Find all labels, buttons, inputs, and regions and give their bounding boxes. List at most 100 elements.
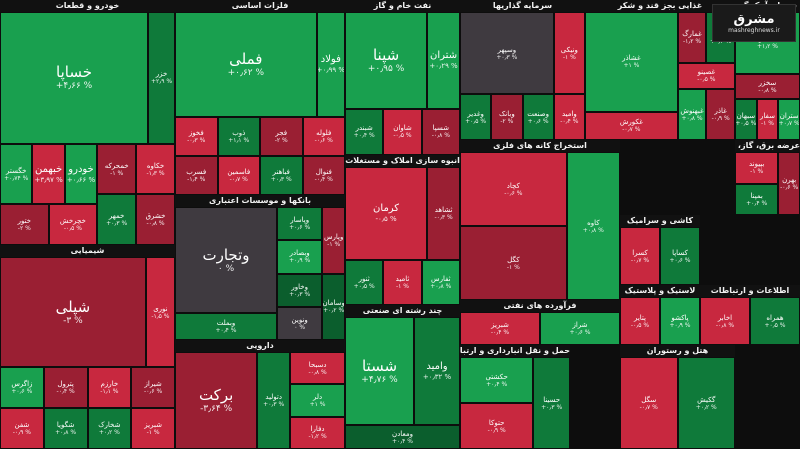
stock-tile[interactable]: نوری -۱٫۵ % bbox=[145, 257, 175, 368]
stock-tile[interactable]: وبانک -۲ % bbox=[491, 94, 523, 140]
stock-tile[interactable]: وپارس -۱ % bbox=[322, 207, 345, 274]
stock-tile[interactable]: دفارا -۱٫۲ % bbox=[290, 416, 345, 449]
stock-tile[interactable]: اخابر -۰٫۸ % bbox=[700, 297, 750, 345]
sector-block[interactable]: بانکها و موسسات اعتباری وتجارت ۰ % وبملت +۰٫… bbox=[175, 195, 345, 340]
stock-tile[interactable]: خمحرکه -۱ % bbox=[97, 143, 137, 195]
stock-tile[interactable]: پتایر -۰٫۵ % bbox=[620, 297, 660, 345]
stock-tile[interactable]: شبندر +۰٫۴ % bbox=[345, 108, 384, 155]
stock-tile[interactable]: فلوله -۰٫۶ % bbox=[302, 117, 345, 157]
stock-tile[interactable]: کاوه +۰٫۸ % bbox=[566, 152, 620, 300]
stock-tile[interactable]: حتوکا -۰٫۹ % bbox=[460, 403, 534, 449]
stock-tile[interactable]: زاگرس +۰٫۶ % bbox=[0, 367, 44, 409]
stock-tile[interactable]: خارزم -۱٫۱ % bbox=[87, 367, 132, 409]
stock-tile[interactable]: دسبحا -۰٫۸ % bbox=[290, 352, 345, 385]
stock-tile[interactable]: وسامان +۰٫۲ % bbox=[322, 273, 345, 340]
stock-tile[interactable]: وامید +۰٫۳۲ % bbox=[414, 317, 460, 425]
stock-tile[interactable]: شاوان -۰٫۵ % bbox=[383, 108, 422, 155]
stock-tile[interactable]: بمپنا +۰٫۴ % bbox=[735, 183, 779, 215]
sector-block[interactable]: نفت خام و گاز شپنا +۰٫۹۵ % شتران +۰٫۲۹ % شبند… bbox=[345, 0, 460, 155]
stock-tile[interactable]: شبریز -۰٫۴ % bbox=[460, 312, 540, 345]
stock-tile[interactable]: خکاوه -۱٫۳ % bbox=[136, 143, 175, 195]
sector-block[interactable]: چند رشته ای صنعتی شستا +۴٫۷۶ % وامید +۰٫۳۲ %… bbox=[345, 305, 460, 449]
stock-tile[interactable]: سبهان +۰٫۵ % bbox=[735, 98, 757, 140]
stock-tile[interactable]: خساپا +۴٫۶۶ % bbox=[0, 12, 149, 144]
stock-tile[interactable]: شبریز -۱ % bbox=[131, 408, 175, 449]
stock-tile[interactable]: سخزر -۰٫۸ % bbox=[735, 73, 800, 99]
stock-tile[interactable]: غاذر -۰٫۹ % bbox=[706, 88, 735, 140]
stock-tile[interactable]: خمهر +۰٫۳ % bbox=[97, 194, 137, 245]
stock-tile[interactable]: غبهنوش +۰٫۸ % bbox=[677, 88, 707, 140]
stock-tile[interactable]: همراه +۰٫۵ % bbox=[750, 297, 800, 345]
stock-tile[interactable]: شپنا +۰٫۹۵ % bbox=[345, 12, 428, 109]
stock-tile[interactable]: برکت -۳٫۶۴ % bbox=[175, 352, 258, 449]
stock-tile[interactable]: ذوب +۱٫۱ % bbox=[217, 117, 260, 157]
stock-tile[interactable]: سفار -۱ % bbox=[756, 98, 779, 140]
stock-tile[interactable]: شسپا -۰٫۸ % bbox=[421, 108, 460, 155]
sector-block[interactable]: شیمیایی شپلی -۳ % نوری -۱٫۵ % زاگرس +۰٫۶ % شفن -… bbox=[0, 245, 175, 449]
sector-block[interactable]: فلزات اساسی فملی +۰٫۶۲ % فولاد +۰٫۹۹ % فخوز -۰… bbox=[175, 0, 345, 195]
stock-tile[interactable]: گکیش +۰٫۲ % bbox=[677, 357, 735, 449]
stock-tile[interactable]: وبملت +۰٫۴ % bbox=[175, 313, 277, 340]
stock-tile[interactable]: وصنعت +۰٫۶ % bbox=[522, 94, 554, 140]
stock-tile[interactable]: کساپا +۰٫۶ % bbox=[660, 227, 700, 285]
stock-tile[interactable]: وامید -۰٫۴ % bbox=[553, 94, 585, 140]
stock-tile[interactable]: شپلی -۳ % bbox=[0, 257, 146, 368]
sector-block[interactable]: اطلاعات و ارتباطات اخابر -۰٫۸ % همراه +۰٫۵ % bbox=[700, 285, 800, 345]
sector-block[interactable]: استخراج کانه های فلزی کچاد -۰٫۶ % کگل -۱ % کا… bbox=[460, 140, 620, 300]
stock-tile[interactable]: شراز +۰٫۶ % bbox=[540, 312, 620, 345]
stock-tile[interactable]: شستا +۴٫۷۶ % bbox=[345, 317, 414, 425]
stock-tile[interactable]: کسرا -۰٫۷ % bbox=[620, 227, 660, 285]
stock-tile[interactable]: بهرن -۰٫۶ % bbox=[778, 152, 800, 215]
stock-tile[interactable]: سگل -۰٫۷ % bbox=[620, 357, 678, 449]
stock-tile[interactable]: حسینا +۰٫۳ % bbox=[533, 357, 570, 449]
stock-tile[interactable]: خگستر +۰٫۷۴ % bbox=[0, 143, 33, 205]
sector-block[interactable]: حمل و نقل انبارداری و ارتباطات حکشتی+۰٫۴ … bbox=[460, 345, 570, 449]
stock-tile[interactable]: شتران +۰٫۲۹ % bbox=[427, 12, 460, 109]
sector-block[interactable]: سرمایه گذاریها وسپهر +۰٫۳ % ونیکی -۱ % وغدیر +… bbox=[460, 0, 585, 140]
stock-tile[interactable]: شیراز -۰٫۶ % bbox=[131, 367, 175, 409]
stock-tile[interactable]: وبصادر +۰٫۹ % bbox=[277, 240, 323, 274]
stock-tile[interactable]: فسرب -۱٫۴ % bbox=[175, 156, 218, 195]
stock-tile[interactable]: فباهنر +۰٫۳ % bbox=[260, 156, 303, 195]
stock-tile[interactable]: خودرو +۰٫۶۶ % bbox=[64, 143, 98, 205]
stock-tile[interactable]: فولاد +۰٫۹۹ % bbox=[316, 12, 345, 118]
stock-tile[interactable]: وتجارت ۰ % bbox=[175, 207, 277, 314]
stock-tile[interactable]: وسپهر +۰٫۳ % bbox=[460, 12, 554, 95]
stock-tile[interactable]: ومعادن +۰٫۴ % bbox=[345, 425, 460, 449]
stock-tile[interactable]: دلر +۱ % bbox=[290, 384, 345, 417]
stock-tile[interactable]: غشاذر +۱ % bbox=[585, 12, 678, 112]
stock-tile[interactable]: خزر +۲٫۹ % bbox=[148, 12, 175, 144]
stock-tile[interactable]: ونیکی -۱ % bbox=[553, 12, 585, 95]
sector-block[interactable]: عرضه برق، گاز، بخار و آببپیوند-۱ %بمپنا+… bbox=[735, 140, 800, 215]
stock-tile[interactable]: ثشاهد -۰٫۳ % bbox=[427, 167, 460, 261]
stock-tile[interactable]: ثفارس +۰٫۸ % bbox=[421, 260, 460, 305]
stock-tile[interactable]: فاسمین -۰٫۷ % bbox=[217, 156, 260, 195]
stock-tile[interactable]: خبهمن +۳٫۹۷ % bbox=[32, 143, 65, 205]
stock-tile[interactable]: فنوال -۰٫۴ % bbox=[302, 156, 345, 195]
sector-block[interactable]: دارویی برکت -۳٫۶۴ % دتولید +۰٫۳ % دسبحا -۰٫۸ %… bbox=[175, 340, 345, 449]
stock-tile[interactable]: فملی +۰٫۶۲ % bbox=[175, 12, 317, 118]
stock-tile[interactable]: حکشتی +۰٫۴ % bbox=[460, 357, 534, 403]
stock-tile[interactable]: وپاسار +۰٫۶ % bbox=[277, 207, 323, 241]
stock-tile[interactable]: پاکشو +۰٫۹ % bbox=[660, 297, 700, 345]
sector-block[interactable]: انبوه سازی املاک و مستغلات کرمان -۰٫۵ % ثشا… bbox=[345, 155, 460, 305]
stock-tile[interactable]: کگل -۱ % bbox=[460, 226, 567, 300]
stock-tile[interactable]: ستران +۰٫۷ % bbox=[778, 98, 800, 140]
stock-tile[interactable]: وغدیر +۰٫۵ % bbox=[460, 94, 492, 140]
stock-tile[interactable]: شگویا +۰٫۸ % bbox=[43, 408, 88, 449]
stock-tile[interactable]: ونوین ۰ % bbox=[277, 306, 323, 340]
sector-block[interactable]: کاشی و سرامیک کسرا -۰٫۷ % کساپا +۰٫۶ % bbox=[620, 215, 700, 285]
stock-tile[interactable]: غمارگ -۱٫۲ % bbox=[677, 12, 707, 64]
stock-tile[interactable]: شخارک +۰٫۲ % bbox=[87, 408, 132, 449]
stock-tile[interactable]: وخاور +۰٫۳ % bbox=[277, 273, 323, 307]
stock-tile[interactable]: فخوز -۰٫۳ % bbox=[175, 117, 218, 157]
sector-block[interactable]: هتل و رستوران سگل -۰٫۷ % گکیش +۰٫۲ % bbox=[620, 345, 735, 449]
sector-block[interactable]: فرآورده های نفتی شبریز -۰٫۴ % شراز +۰٫۶ % bbox=[460, 300, 620, 345]
stock-tile[interactable]: کرمان -۰٫۵ % bbox=[345, 167, 428, 261]
stock-tile[interactable]: ثنور +۰٫۵ % bbox=[345, 260, 384, 305]
stock-tile[interactable]: کچاد -۰٫۶ % bbox=[460, 152, 567, 226]
stock-tile[interactable]: شفن -۰٫۹ % bbox=[0, 408, 44, 449]
stock-tile[interactable]: ختور -۲ % bbox=[0, 204, 49, 245]
stock-tile[interactable]: خشرق -۰٫۸ % bbox=[136, 194, 175, 245]
stock-tile[interactable]: دتولید +۰٫۳ % bbox=[257, 352, 291, 449]
